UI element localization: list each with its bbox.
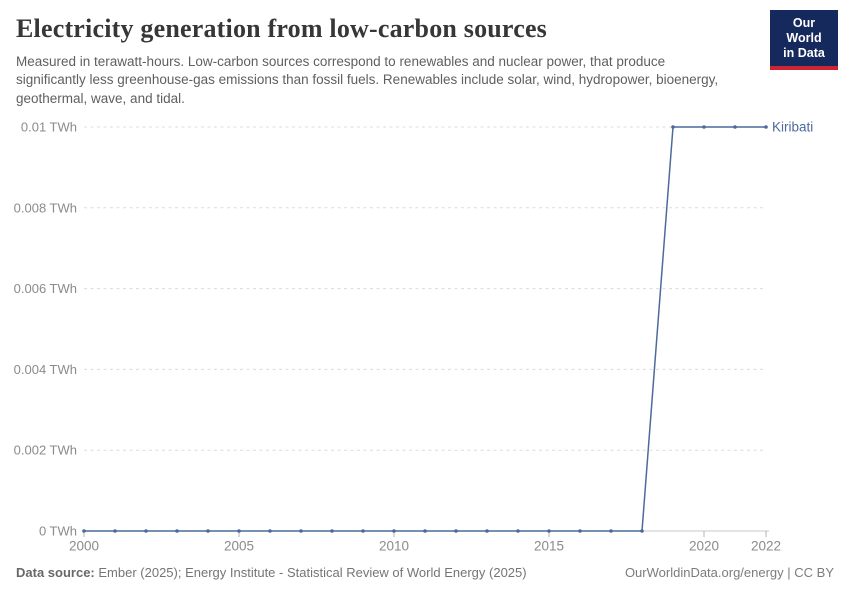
y-tick-label: 0.006 TWh [14,281,77,296]
y-tick-label: 0.004 TWh [14,362,77,377]
owid-logo-line1: Our World [786,16,822,45]
x-tick-label: 2022 [751,539,781,554]
data-point [454,529,458,533]
x-tick-label: 2010 [379,539,409,554]
data-point [237,529,241,533]
data-point [764,125,768,129]
data-point [144,529,148,533]
owid-logo-line2: in Data [783,46,825,60]
x-tick-label: 2005 [224,539,254,554]
series-line-kiribati[interactable] [84,126,766,532]
owid-logo[interactable]: Our World in Data [770,10,838,70]
data-point [609,529,613,533]
data-point [361,529,365,533]
data-point [671,125,675,129]
data-point [547,529,551,533]
data-point [330,529,334,533]
chart-subtitle: Measured in terawatt-hours. Low-carbon s… [16,53,719,106]
data-point [733,125,737,129]
data-point [516,529,520,533]
data-point [485,529,489,533]
y-tick-label: 0.01 TWh [21,120,77,135]
chart-title: Electricity generation from low-carbon s… [16,14,548,43]
credit-link[interactable]: OurWorldinData.org/energy | CC BY [624,565,834,580]
x-tick-label: 2015 [534,539,564,554]
y-tick-label: 0.008 TWh [14,200,77,215]
chart-header: Electricity generation from low-carbon s… [16,10,838,108]
data-point [113,529,117,533]
chart-footer: Data source: Ember (2025); Energy Instit… [16,565,834,580]
data-point [640,529,644,533]
data-point [175,529,179,533]
data-point [268,529,272,533]
entity-label: Kiribati [772,120,813,135]
x-tick-label: 2020 [689,539,719,554]
data-source-label: Data source: [16,565,95,580]
data-point [702,125,706,129]
data-point [578,529,582,533]
y-tick-label: 0.002 TWh [14,443,77,458]
data-source-note: Data source: Ember (2025); Energy Instit… [16,565,527,580]
data-point [423,529,427,533]
x-tick-label: 2000 [69,539,99,554]
data-point [82,529,86,533]
data-point [392,529,396,533]
chart-plot-area: 0 TWh 0.002 TWh 0.004 TWh 0.006 TWh 0.008 TW… [0,110,850,565]
data-point [206,529,210,533]
y-tick-label: 0 TWh [39,524,77,539]
data-point [299,529,303,533]
data-source-text: Ember (2025); Energy Institute - Statist… [98,565,527,580]
line-chart-svg: 0 TWh 0.002 TWh 0.004 TWh 0.006 TWh 0.008 TW… [14,120,814,554]
